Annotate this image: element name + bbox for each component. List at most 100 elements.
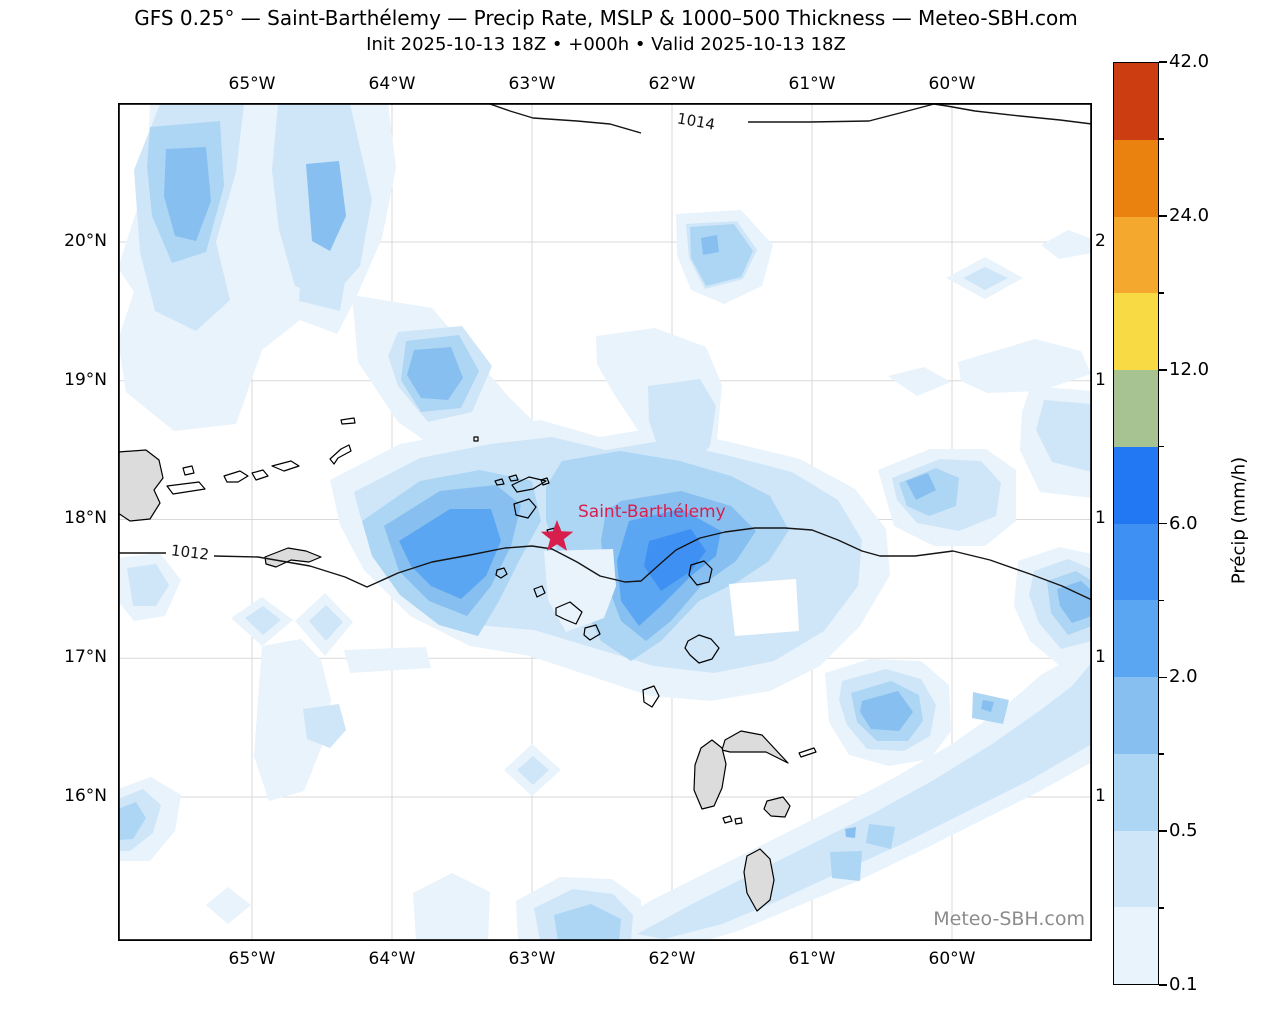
island-anegada (340, 417, 356, 425)
isobar-1014 (748, 103, 1092, 125)
precip-shading-L4 (701, 235, 719, 255)
colorbar-segment-4 (1114, 600, 1158, 678)
island-nevis (583, 624, 601, 641)
lon-tick-label-bottom: 60°W (928, 949, 976, 969)
precip-shading-L2 (245, 606, 281, 635)
colorbar-tick (1159, 61, 1167, 63)
island-virgin-gorda (329, 444, 352, 465)
colorbar-segment-2 (1114, 753, 1158, 831)
island-st-martin (513, 498, 537, 519)
isobar-label: 1012 (170, 541, 210, 564)
island-st-eustatius (533, 585, 546, 598)
lon-tick-label-bottom: 65°W (228, 949, 276, 969)
precip-shading-L4 (845, 827, 856, 838)
colorbar-segment-8 (1114, 293, 1158, 371)
precip-shading-L4 (906, 473, 936, 500)
island-prickly-pear (508, 474, 519, 482)
island-tintamarre (540, 477, 550, 486)
colorbar-tick-label: 0.5 (1169, 820, 1198, 842)
colorbar-segment-5 (1114, 523, 1158, 601)
lat-tick-label-right-clipped: 1 (1095, 786, 1106, 806)
precip-shading-L4 (306, 161, 346, 251)
island-grande-terre (721, 730, 789, 764)
location-label: Saint-Barthélemy (578, 502, 726, 522)
colorbar-tick (1159, 215, 1167, 217)
colorbar-segment-1 (1114, 830, 1158, 908)
island-antigua (684, 634, 720, 664)
island-dog-island (494, 478, 505, 486)
precip-shading-L3 (866, 824, 895, 849)
colorbar-tick-label: 12.0 (1169, 358, 1210, 380)
lon-tick-label-top: 62°W (648, 74, 696, 94)
island-basse-terre (693, 739, 727, 810)
colorbar-tick-label: 2.0 (1169, 666, 1198, 688)
island-barbuda (688, 560, 713, 586)
lat-tick-label-left: 19°N (64, 370, 107, 390)
map-border (118, 103, 1092, 941)
colorbar-tick (1159, 138, 1164, 140)
lat-tick-label-left: 18°N (64, 508, 107, 528)
precip-shading-L1 (888, 367, 951, 396)
lat-tick-label-right-clipped: 1 (1095, 647, 1106, 667)
island-st-croix (264, 547, 322, 568)
colorbar-tick (1159, 753, 1164, 756)
colorbar-segment-9 (1114, 216, 1158, 294)
lon-tick-label-top: 64°W (368, 74, 416, 94)
isobar-1012 (213, 527, 1092, 601)
colorbar-segment-0 (1114, 907, 1158, 984)
precip-shading-L3 (554, 904, 621, 941)
precip-shading-white (729, 579, 799, 636)
precip-shading-L4 (981, 700, 994, 712)
colorbar-tick-label: 6.0 (1169, 512, 1198, 534)
lon-tick-label-bottom: 61°W (788, 949, 836, 969)
lon-tick-label-top: 60°W (928, 74, 976, 94)
precip-shading-L1 (413, 873, 490, 941)
lon-tick-label-bottom: 63°W (508, 949, 556, 969)
island-sombrero (473, 436, 479, 442)
island-anguilla (511, 476, 547, 493)
colorbar-tick (1159, 676, 1167, 679)
colorbar-tick (1159, 599, 1164, 602)
lon-tick-label-top: 65°W (228, 74, 276, 94)
island-dominica (743, 848, 775, 912)
colorbar-segment-7 (1114, 370, 1158, 447)
colorbar-tick-label: 42.0 (1169, 51, 1210, 72)
colorbar-tick (1159, 522, 1167, 525)
precip-shading-L1 (254, 639, 331, 801)
precip-shading-L4 (1057, 581, 1092, 623)
island-la-desirade (798, 747, 817, 758)
precip-shading-L1 (544, 549, 616, 632)
precip-shading-L2 (309, 605, 343, 641)
island-les-saintes-2 (734, 817, 743, 825)
precip-shading-L4 (164, 147, 211, 241)
precip-shading-L1 (1041, 230, 1092, 259)
island-les-saintes-1 (722, 815, 733, 824)
lat-tick-label-right-clipped: 2 (1095, 231, 1106, 251)
island-saba (495, 567, 508, 579)
island-marie-galante (763, 796, 791, 818)
colorbar-tick (1159, 291, 1164, 294)
colorbar-tick (1159, 368, 1167, 371)
lon-tick-label-bottom: 64°W (368, 949, 416, 969)
colorbar-tick-label: 0.1 (1169, 974, 1198, 995)
colorbar-tick (1159, 830, 1167, 833)
colorbar-tick (1159, 984, 1167, 986)
lat-tick-label-right-clipped: 1 (1095, 508, 1106, 528)
lon-tick-label-bottom: 62°W (648, 949, 696, 969)
island-st-thomas (223, 470, 249, 483)
figure-title: GFS 0.25° — Saint-Barthélemy — Precip Ra… (134, 6, 1078, 30)
island-vieques (166, 481, 206, 495)
precip-shading-L2 (303, 704, 346, 748)
lon-tick-label-top: 63°W (508, 74, 556, 94)
colorbar-segment-11 (1114, 63, 1158, 140)
precip-shading-L4 (407, 347, 463, 400)
precip-shading-L1 (958, 339, 1091, 393)
precip-shading-L2 (127, 564, 169, 606)
precip-shading-L1 (344, 647, 431, 673)
lon-tick-label-top: 61°W (788, 74, 836, 94)
island-st-kitts (555, 601, 583, 625)
island-montserrat (642, 685, 660, 708)
precip-shading-L1 (600, 648, 1092, 941)
